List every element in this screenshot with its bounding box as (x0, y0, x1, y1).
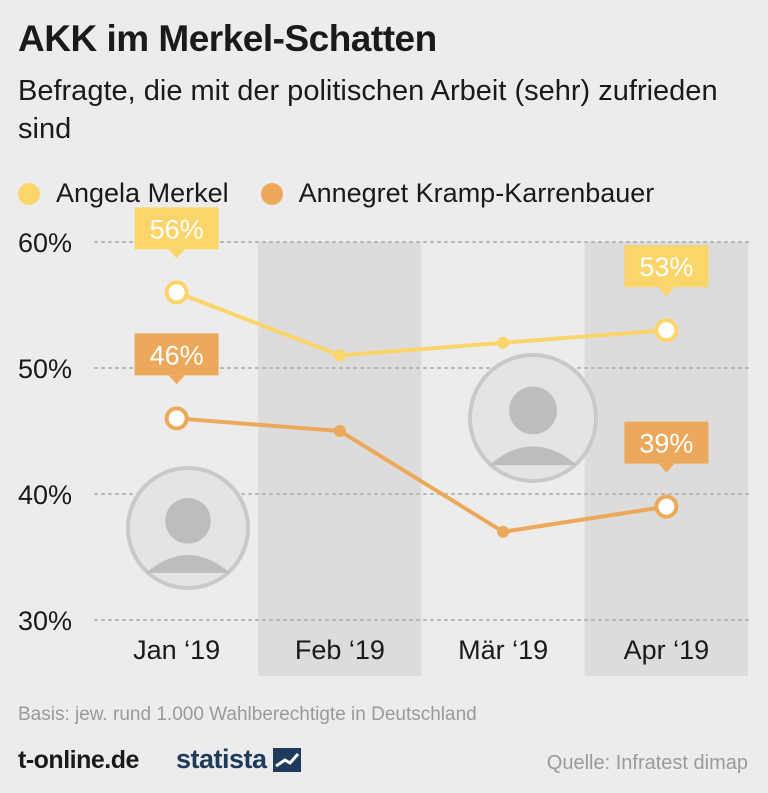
statista-wordmark: statista (176, 744, 267, 774)
portrait-akk-head (165, 498, 211, 544)
legend-item-akk: Annegret Kramp-Karrenbauer (260, 178, 655, 209)
statista-logo: statista (176, 744, 301, 775)
data-label-box (134, 333, 219, 376)
data-label-pointer (658, 463, 675, 473)
source-note: Quelle: Infratest dimap (546, 752, 748, 774)
data-label-pointer (168, 375, 185, 385)
data-point (164, 406, 189, 431)
legend: Angela Merkel Annegret Kramp-Karrenbauer (18, 178, 686, 209)
y-tick-label: 40% (18, 480, 72, 510)
basis-note: Basis: jew. rund 1.000 Wahlberechtigte i… (18, 704, 477, 725)
data-label: 53% (639, 252, 693, 282)
legend-label-akk: Annegret Kramp-Karrenbauer (298, 178, 655, 208)
y-tick-label: 30% (18, 606, 72, 636)
chart-subtitle: Befragte, die mit der politischen Arbeit… (18, 75, 718, 145)
legend-item-merkel: Angela Merkel (18, 178, 229, 209)
line-chart: 30% 40% 50% 60% Jan ‘19 Feb ‘19 Mär ‘19 Apr ‘19… (18, 207, 749, 676)
legend-dot-akk (260, 182, 283, 205)
data-label: 56% (150, 214, 204, 244)
data-point (333, 349, 346, 362)
data-label-box (624, 421, 709, 464)
portrait-akk-body (146, 555, 230, 573)
data-point (497, 336, 510, 349)
data-point (497, 525, 510, 538)
statista-icon (272, 747, 301, 772)
legend-dot-merkel (18, 182, 40, 205)
data-label: 39% (639, 429, 693, 459)
data-label-pointer (168, 249, 185, 259)
t-online-logo: t-online.de (18, 746, 139, 774)
data-label-box (134, 207, 219, 250)
y-tick-label: 60% (18, 228, 72, 258)
series-line-1 (176, 416, 667, 534)
series-line-0 (175, 290, 667, 358)
portrait-merkel-body (488, 446, 578, 466)
data-label-pointer (658, 287, 675, 297)
data-point (333, 425, 346, 437)
data-point (164, 280, 189, 305)
data-label-box (624, 245, 709, 288)
chart-title: AKK im Merkel-Schatten (18, 18, 437, 59)
legend-label-merkel: Angela Merkel (56, 178, 229, 208)
x-tick-label: Jan ‘19 (133, 635, 220, 665)
x-tick-label: Feb ‘19 (295, 635, 385, 665)
data-point (654, 318, 679, 343)
data-point (654, 494, 679, 519)
data-label: 46% (150, 340, 204, 370)
column-band (258, 242, 422, 676)
x-tick-label: Mär ‘19 (458, 635, 548, 665)
y-tick-label: 50% (18, 354, 72, 384)
portrait-merkel-head (509, 386, 557, 435)
x-tick-label: Apr ‘19 (624, 635, 710, 665)
